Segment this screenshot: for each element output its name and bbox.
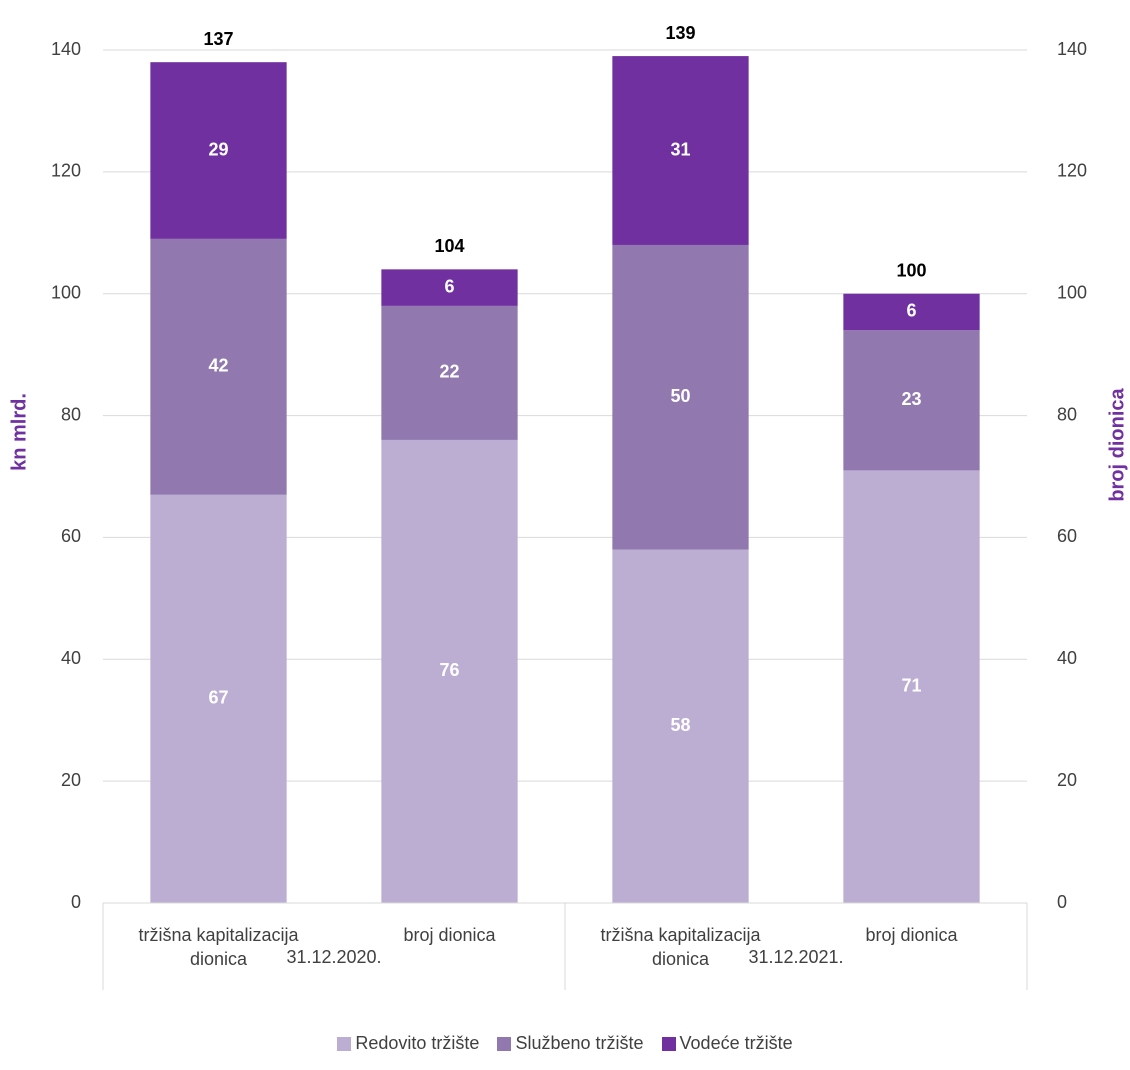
chart: kn mlrd. broj dionica 020406080100120140… (8, 23, 1128, 990)
total-label: 137 (203, 29, 233, 49)
y-tick-label: 80 (61, 404, 81, 424)
y2-tick-label: 40 (1057, 648, 1077, 668)
total-label: 139 (665, 23, 695, 43)
y-tick-label: 100 (51, 282, 81, 302)
group-label: 31.12.2021. (748, 947, 843, 967)
bar-segment (150, 494, 287, 903)
legend-label: Službeno tržište (515, 1033, 644, 1053)
x-tick-label-box: broj dionica (865, 925, 958, 945)
y-tick-label: 20 (61, 770, 81, 790)
x-tick-label: broj dionica (403, 925, 496, 945)
data-label: 58 (670, 715, 690, 735)
total-label: 104 (434, 236, 464, 256)
legend-item: Vodeće tržište (661, 1033, 793, 1054)
y2-tick-label: 0 (1057, 892, 1067, 912)
bar-segment (381, 305, 518, 440)
legend: Redovito tržište Službeno tržište Vodeće t… (0, 1033, 1130, 1054)
y2-tick-label: 120 (1057, 161, 1087, 181)
data-label: 29 (208, 139, 228, 159)
bar-segment (843, 470, 980, 903)
bar-segment (150, 238, 287, 495)
y-tick-label: 40 (61, 648, 81, 668)
group-label: 31.12.2020. (286, 947, 381, 967)
legend-swatch (497, 1036, 512, 1051)
data-label: 6 (906, 301, 916, 321)
y-tick-label: 60 (61, 526, 81, 546)
data-label: 42 (208, 356, 228, 376)
y2-tick-label: 20 (1057, 770, 1077, 790)
bar-segment (612, 244, 749, 550)
legend-item: Redovito tržište (337, 1033, 479, 1054)
data-label: 71 (901, 675, 921, 695)
legend-label: Redovito tržište (355, 1033, 480, 1053)
bar-segment (612, 549, 749, 903)
legend-item: Službeno tržište (497, 1033, 644, 1054)
bar-segment (150, 62, 287, 239)
x-tick-label: broj dionica (865, 925, 958, 945)
legend-swatch (337, 1036, 352, 1051)
bar-segment (612, 56, 749, 245)
data-label: 50 (670, 386, 690, 406)
y-tick-label: 0 (71, 892, 81, 912)
data-label: 22 (439, 362, 459, 382)
y-tick-label: 140 (51, 39, 81, 59)
data-label: 6 (444, 276, 454, 296)
x-tick-label-box: broj dionica (403, 925, 496, 945)
data-label: 76 (439, 660, 459, 680)
data-label: 67 (208, 688, 228, 708)
y2-tick-label: 100 (1057, 282, 1087, 302)
y-axis-title: kn mlrd. (8, 393, 30, 471)
y2-tick-label: 80 (1057, 404, 1077, 424)
legend-label: Vodeće tržište (679, 1033, 793, 1053)
total-label: 100 (896, 260, 926, 280)
data-label: 31 (670, 139, 690, 159)
bar-segment (843, 293, 980, 331)
y-tick-label: 120 (51, 161, 81, 181)
y2-tick-label: 140 (1057, 39, 1087, 59)
data-label: 23 (901, 389, 921, 409)
y2-tick-label: 60 (1057, 526, 1077, 546)
x-tick-label-box: tržišna kapitalizacija dionica (138, 925, 299, 969)
y2-axis-title: broj dionica (1106, 387, 1128, 501)
bar-segment (843, 330, 980, 471)
x-tick-label-box: tržišna kapitalizacija dionica (600, 925, 761, 969)
legend-swatch (661, 1036, 676, 1051)
bar-segment (381, 439, 518, 903)
bar-segment (381, 269, 518, 306)
x-tick-label: tržišna kapitalizacija dionica (138, 925, 299, 969)
x-tick-label: tržišna kapitalizacija dionica (600, 925, 761, 969)
